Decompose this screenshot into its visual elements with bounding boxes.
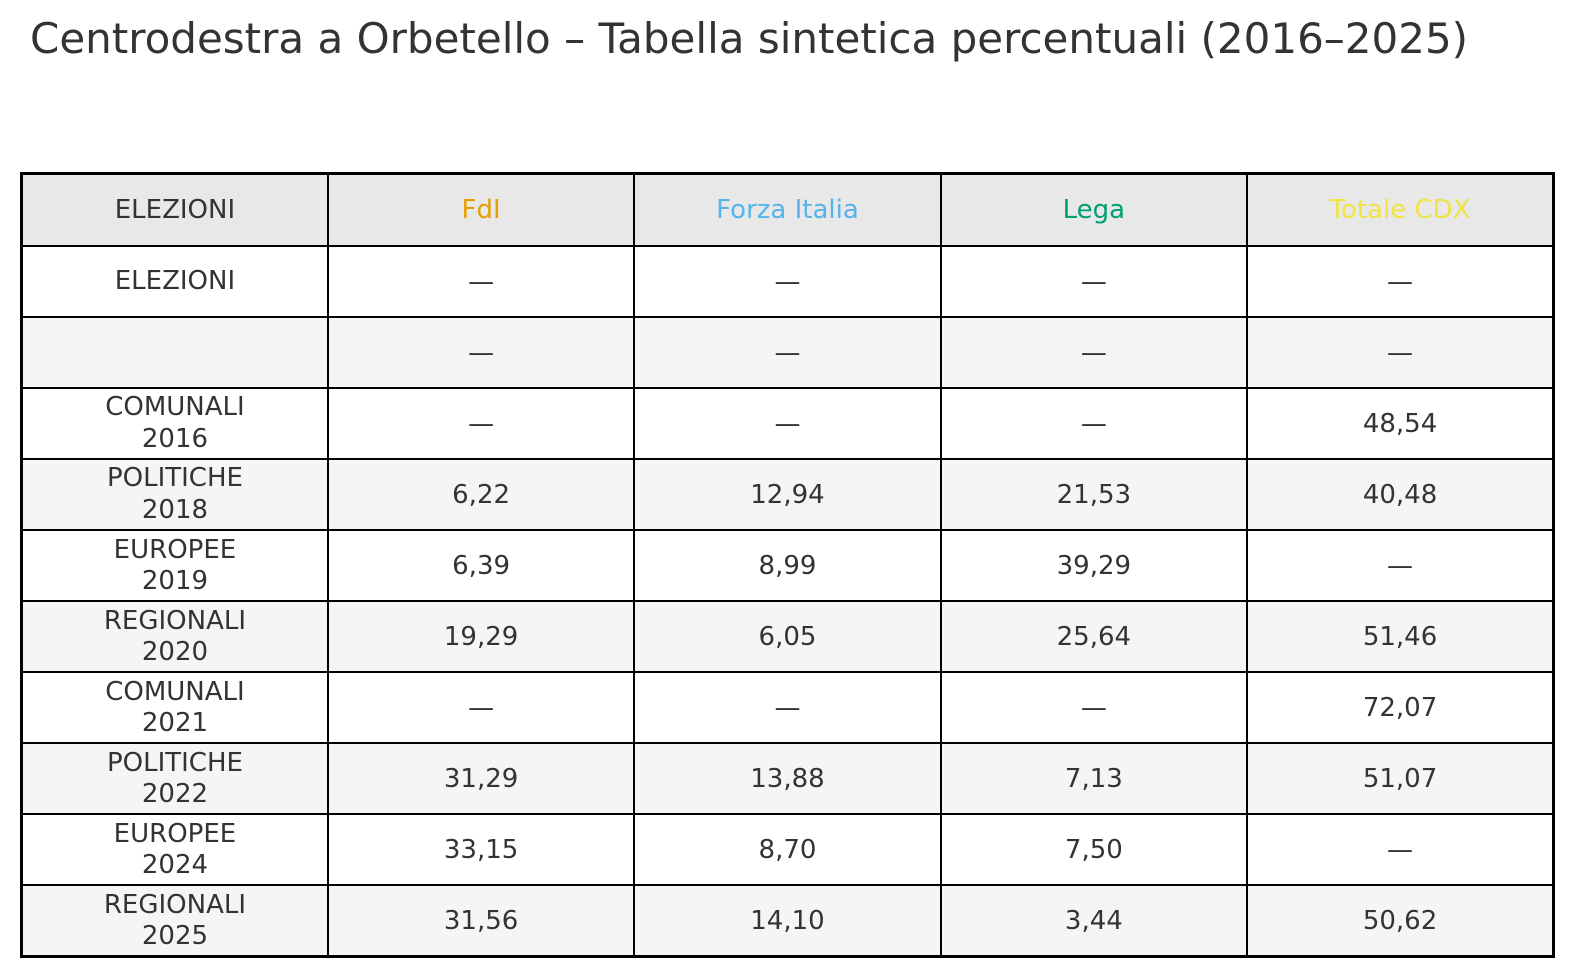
totale-cdx-value-cell: — (1246, 316, 1555, 390)
fdi-value-cell: 31,29 (326, 742, 636, 816)
election-label-cell (20, 316, 329, 390)
election-label-cell: COMUNALI 2016 (20, 387, 329, 461)
table-row: — — — — (20, 316, 1555, 390)
forza-italia-value-cell: 8,70 (633, 813, 942, 887)
lega-value-cell: 7,50 (939, 813, 1249, 887)
fdi-value-cell: — (326, 671, 636, 745)
forza-italia-value-cell: 12,94 (633, 458, 942, 532)
column-header-elezioni: ELEZIONI (20, 172, 329, 247)
table-header: ELEZIONI FdI Forza Italia Lega Totale CD… (20, 172, 1555, 247)
table-row: POLITICHE 2018 6,22 12,94 21,53 40,48 (20, 458, 1555, 532)
column-header-fdi: FdI (326, 172, 636, 247)
lega-value-cell: 39,29 (939, 529, 1249, 603)
lega-value-cell: 21,53 (939, 458, 1249, 532)
lega-value-cell: 25,64 (939, 600, 1249, 674)
totale-cdx-value-cell: 51,46 (1246, 600, 1555, 674)
totale-cdx-value-cell: — (1246, 529, 1555, 603)
lega-value-cell: — (939, 244, 1249, 319)
totale-cdx-value-cell: — (1246, 813, 1555, 887)
fdi-value-cell: 19,29 (326, 600, 636, 674)
fdi-value-cell: — (326, 244, 636, 319)
totale-cdx-value-cell: 40,48 (1246, 458, 1555, 532)
header-row: ELEZIONI FdI Forza Italia Lega Totale CD… (20, 172, 1555, 247)
election-label-cell: POLITICHE 2022 (20, 742, 329, 816)
lega-value-cell: — (939, 387, 1249, 461)
forza-italia-value-cell: 13,88 (633, 742, 942, 816)
lega-value-cell: — (939, 316, 1249, 390)
table-row: EUROPEE 2019 6,39 8,99 39,29 — (20, 529, 1555, 603)
table-row: REGIONALI 2025 31,56 14,10 3,44 50,62 (20, 884, 1555, 958)
fdi-value-cell: 31,56 (326, 884, 636, 958)
table-row: POLITICHE 2022 31,29 13,88 7,13 51,07 (20, 742, 1555, 816)
fdi-value-cell: — (326, 387, 636, 461)
election-label-cell: REGIONALI 2025 (20, 884, 329, 958)
forza-italia-value-cell: — (633, 671, 942, 745)
table-row: COMUNALI 2021 — — — 72,07 (20, 671, 1555, 745)
lega-value-cell: 3,44 (939, 884, 1249, 958)
totale-cdx-value-cell: 72,07 (1246, 671, 1555, 745)
election-label-cell: POLITICHE 2018 (20, 458, 329, 532)
forza-italia-value-cell: 8,99 (633, 529, 942, 603)
forza-italia-value-cell: — (633, 244, 942, 319)
column-header-forza-italia: Forza Italia (633, 172, 942, 247)
fdi-value-cell: 6,39 (326, 529, 636, 603)
forza-italia-value-cell: 6,05 (633, 600, 942, 674)
totale-cdx-value-cell: 50,62 (1246, 884, 1555, 958)
election-label-cell: COMUNALI 2021 (20, 671, 329, 745)
election-label-cell: EUROPEE 2024 (20, 813, 329, 887)
table-row: REGIONALI 2020 19,29 6,05 25,64 51,46 (20, 600, 1555, 674)
table-row: COMUNALI 2016 — — — 48,54 (20, 387, 1555, 461)
column-header-totale-cdx: Totale CDX (1246, 172, 1555, 247)
totale-cdx-value-cell: 51,07 (1246, 742, 1555, 816)
lega-value-cell: 7,13 (939, 742, 1249, 816)
fdi-value-cell: — (326, 316, 636, 390)
fdi-value-cell: 6,22 (326, 458, 636, 532)
election-label-cell: REGIONALI 2020 (20, 600, 329, 674)
table-row: ELEZIONI — — — — (20, 244, 1555, 319)
table-row: EUROPEE 2024 33,15 8,70 7,50 — (20, 813, 1555, 887)
totale-cdx-value-cell: — (1246, 244, 1555, 319)
results-table: ELEZIONI FdI Forza Italia Lega Totale CD… (20, 172, 1555, 958)
forza-italia-value-cell: — (633, 316, 942, 390)
table-body: ELEZIONI — — — — — — — — COMUNALI 2016 —… (20, 244, 1555, 958)
column-header-lega: Lega (939, 172, 1249, 247)
lega-value-cell: — (939, 671, 1249, 745)
forza-italia-value-cell: 14,10 (633, 884, 942, 958)
fdi-value-cell: 33,15 (326, 813, 636, 887)
totale-cdx-value-cell: 48,54 (1246, 387, 1555, 461)
forza-italia-value-cell: — (633, 387, 942, 461)
page-title: Centrodestra a Orbetello – Tabella sinte… (30, 14, 1469, 63)
election-label-cell: EUROPEE 2019 (20, 529, 329, 603)
election-label-cell: ELEZIONI (20, 244, 329, 319)
